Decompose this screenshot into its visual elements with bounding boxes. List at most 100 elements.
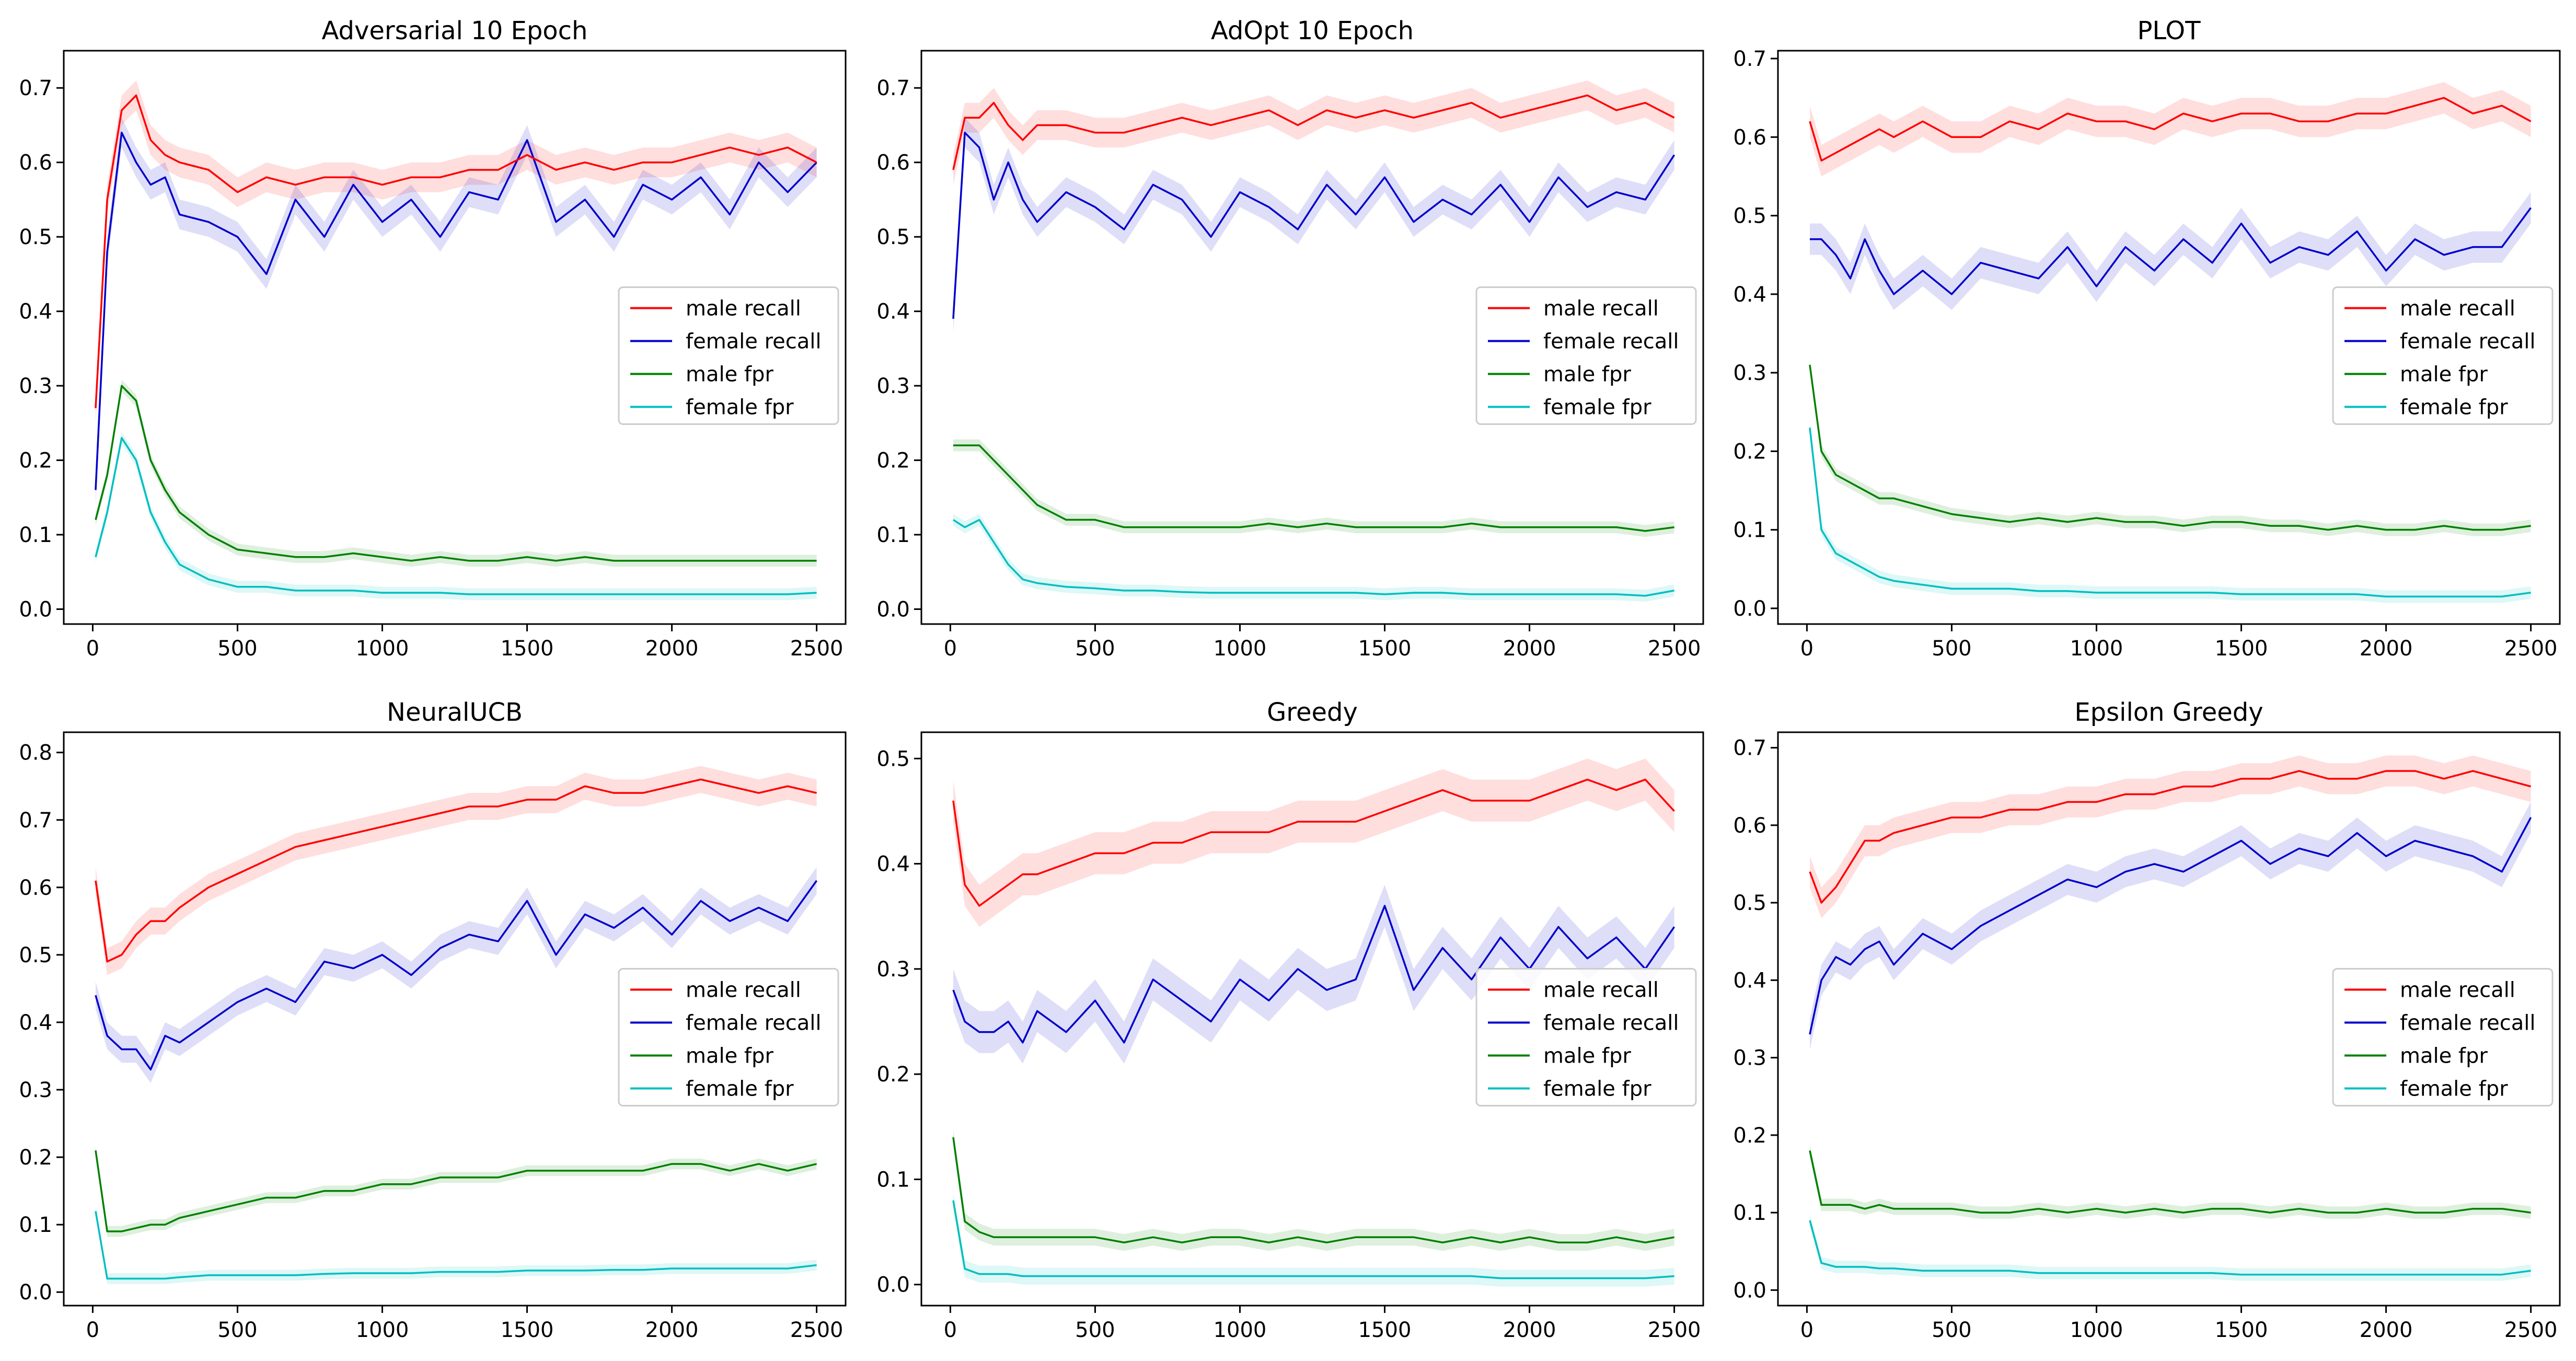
series-line-male-recall <box>952 778 1675 907</box>
series-line-female-recall <box>1809 817 2532 1035</box>
panel-title: Greedy <box>1267 698 1358 727</box>
legend-label: male fpr <box>1543 363 1631 387</box>
confidence-band-female-recall <box>1809 192 2531 310</box>
y-tick-label: 0.3 <box>876 374 910 398</box>
legend-label: male recall <box>686 978 801 1002</box>
series-line-female-recall <box>952 905 1676 1044</box>
y-tick-label: 0.3 <box>1733 361 1766 385</box>
x-tick-label: 1500 <box>2215 637 2268 661</box>
x-tick-label: 2000 <box>645 1318 699 1342</box>
y-tick-label: 0.7 <box>1733 47 1766 71</box>
axes-frame <box>1777 731 2561 1307</box>
series-line-female-fpr <box>952 1200 1674 1279</box>
confidence-band-male-fpr <box>953 439 1674 537</box>
y-tick-label: 0.1 <box>876 523 910 547</box>
y-tick-label: 0.7 <box>19 76 52 100</box>
y-tick-label: 0.7 <box>19 809 52 833</box>
series-line-male-fpr <box>95 1150 817 1232</box>
x-tick-label: 0 <box>86 1318 99 1342</box>
x-tick-label: 1500 <box>501 1318 554 1342</box>
legend-label: female fpr <box>2400 396 2508 420</box>
legend-label: male fpr <box>2400 1044 2488 1068</box>
x-tick-label: 1000 <box>356 637 409 661</box>
y-tick-label: 0.6 <box>19 876 52 900</box>
confidence-band-female-fpr <box>953 1192 1674 1287</box>
series-line-male-recall <box>95 94 817 408</box>
confidence-band-male-recall <box>1809 82 2531 177</box>
legend-label: female recall <box>2400 1011 2536 1035</box>
x-tick-label: 500 <box>217 637 257 661</box>
y-tick-label: 0.5 <box>876 747 910 771</box>
legend-label: female fpr <box>1543 1077 1651 1101</box>
legend-label: female recall <box>1543 330 1679 354</box>
legend: male recall female recall male fpr female f… <box>1475 286 1697 425</box>
legend: male recall female recall male fpr female f… <box>1475 968 1697 1106</box>
legend-label: male fpr <box>686 363 773 387</box>
x-tick-label: 2500 <box>790 1318 844 1342</box>
x-tick-label: 500 <box>1932 637 1971 661</box>
confidence-band-male-recall <box>95 80 817 423</box>
series-line-female-fpr <box>95 437 817 595</box>
series-line-female-recall <box>1809 207 2532 295</box>
legend-box <box>1475 286 1697 425</box>
legend-label: male recall <box>1543 978 1659 1002</box>
y-tick-label: 0.2 <box>876 449 910 473</box>
panel-4: NeuralUCB 0 500 1000 1500 2000 2500 0.0 0.1 0.2 0.… <box>19 698 847 1342</box>
x-tick-label: 0 <box>944 637 957 661</box>
panel-1: Adversarial 10 Epoch 0 500 1000 1500 2000 2500… <box>19 16 847 661</box>
y-tick-label: 0.0 <box>1733 597 1766 621</box>
y-tick-label: 0.5 <box>19 943 52 967</box>
x-tick-label: 1000 <box>2070 1318 2123 1342</box>
legend-label: female fpr <box>1543 396 1651 420</box>
legend-label: female fpr <box>686 396 794 420</box>
legend-label: female recall <box>686 330 822 354</box>
x-tick-label: 500 <box>1932 1318 1971 1342</box>
series-line-female-fpr <box>1809 1220 2531 1276</box>
y-tick-label: 0.0 <box>876 598 910 622</box>
panel-title: NeuralUCB <box>387 698 523 727</box>
confidence-band-female-recall <box>953 118 1674 334</box>
y-tick-label: 0.5 <box>19 225 52 249</box>
legend-label: female recall <box>2400 330 2536 354</box>
confidence-band-male-recall <box>953 758 1674 927</box>
x-tick-label: 0 <box>1800 637 1813 661</box>
x-tick-label: 500 <box>217 1318 257 1342</box>
x-tick-label: 1000 <box>1214 637 1267 661</box>
panel-3: PLOT 0 500 1000 1500 2000 2500 0.0 0.1 0.2 0.3 0.4 0… <box>1733 16 2561 661</box>
series-line-male-fpr <box>1809 1150 2531 1214</box>
y-tick-label: 0.4 <box>876 852 910 876</box>
y-tick-label: 0.4 <box>1733 968 1766 993</box>
y-tick-label: 0.2 <box>1733 1124 1766 1148</box>
y-tick-label: 0.1 <box>19 523 52 547</box>
axes-frame <box>63 731 847 1307</box>
x-tick-label: 1500 <box>1358 1318 1412 1342</box>
x-tick-label: 2000 <box>1503 637 1556 661</box>
legend: male recall female recall male fpr female f… <box>618 286 839 425</box>
x-tick-label: 1000 <box>2070 637 2123 661</box>
y-tick-label: 0.1 <box>19 1213 52 1237</box>
series-line-female-fpr <box>953 518 1674 597</box>
confidence-band-female-recall <box>95 867 817 1083</box>
confidence-band-male-fpr <box>95 1145 817 1237</box>
legend: male recall female recall male fpr female f… <box>618 968 839 1106</box>
series-line-male-recall <box>95 778 817 963</box>
legend-label: female fpr <box>686 1077 794 1101</box>
y-tick-label: 0.1 <box>876 1168 910 1192</box>
confidence-band-male-recall <box>95 766 817 975</box>
y-tick-label: 0.0 <box>19 1281 52 1305</box>
confidence-band-male-recall <box>953 80 1674 185</box>
axes-frame <box>920 50 1704 625</box>
y-tick-label: 0.6 <box>1733 814 1766 838</box>
x-tick-label: 0 <box>1800 1318 1813 1342</box>
axes-frame <box>63 50 847 625</box>
y-tick-label: 0.5 <box>1733 204 1766 228</box>
y-tick-label: 0.6 <box>1733 125 1766 149</box>
y-tick-label: 0.3 <box>19 374 52 398</box>
series-line-male-fpr <box>1809 364 2531 531</box>
legend-label: male recall <box>1543 297 1659 321</box>
y-tick-label: 0.0 <box>1733 1278 1766 1302</box>
panel-5: Greedy 0 500 1000 1500 2000 2500 0.0 0.1 0.2 0.3 0.… <box>876 698 1704 1342</box>
x-tick-label: 0 <box>86 637 99 661</box>
y-tick-label: 0.2 <box>19 449 52 473</box>
